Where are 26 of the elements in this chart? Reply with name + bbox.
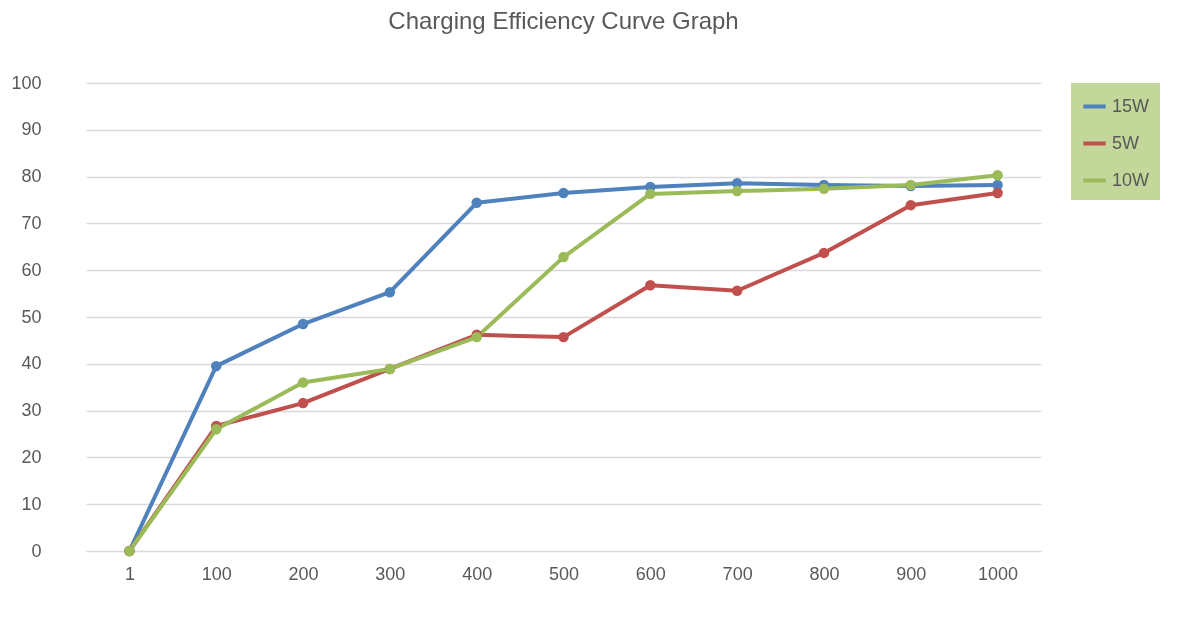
y-tick-label: 90 xyxy=(21,119,42,140)
y-tick-label: 10 xyxy=(21,493,42,514)
legend-label: 15W xyxy=(1112,95,1150,116)
y-tick-label: 40 xyxy=(21,353,42,374)
legend-label: 10W xyxy=(1112,169,1150,190)
y-tick-label: 20 xyxy=(21,446,42,467)
legend-label: 5W xyxy=(1112,132,1140,153)
x-tick-label: 200 xyxy=(288,563,319,584)
chart-title: Charging Efficiency Curve Graph xyxy=(388,7,739,34)
x-tick-label: 800 xyxy=(809,563,840,584)
y-tick-label: 0 xyxy=(31,540,42,561)
x-tick-label: 900 xyxy=(896,563,927,584)
y-tick-label: 70 xyxy=(21,212,42,233)
x-tick-label: 600 xyxy=(635,563,666,584)
x-tick-label: 100 xyxy=(201,563,232,584)
y-tick-label: 100 xyxy=(11,72,42,93)
y-tick-label: 60 xyxy=(21,259,42,280)
y-tick-label: 50 xyxy=(21,306,42,327)
y-tick-label: 80 xyxy=(21,166,42,187)
x-tick-label: 500 xyxy=(548,563,580,584)
y-tick-label: 30 xyxy=(21,400,42,421)
x-tick-label: 300 xyxy=(375,563,406,584)
x-tick-label: 700 xyxy=(722,563,753,584)
x-tick-label: 400 xyxy=(462,563,493,584)
x-tick-label: 1000 xyxy=(978,563,1019,584)
x-tick-label: 1 xyxy=(124,563,135,584)
